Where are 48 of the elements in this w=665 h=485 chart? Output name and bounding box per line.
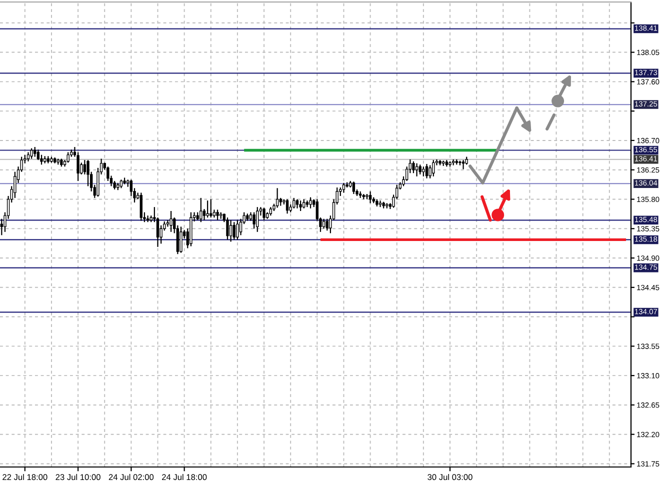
candlestick (432, 159, 435, 177)
candlestick (0, 218, 4, 236)
candlestick (352, 181, 356, 195)
candlestick (34, 146, 36, 158)
candlestick (36, 149, 40, 161)
x-tick-label: 22 Jul 18:00 (2, 474, 48, 480)
candlestick (236, 220, 239, 240)
x-tick-label: 24 Jul 18:00 (162, 474, 207, 480)
candlestick (302, 198, 306, 209)
candlestick (262, 207, 266, 221)
candlestick (309, 196, 312, 209)
candlestick (292, 197, 296, 209)
candlestick (30, 148, 33, 160)
candlestick (83, 159, 86, 175)
candlestick (226, 216, 229, 240)
candlestick (415, 162, 418, 177)
candlestick (206, 200, 209, 218)
candlestick (210, 198, 212, 218)
candlestick (425, 163, 428, 179)
candlestick (412, 160, 415, 174)
candlestick (256, 206, 259, 232)
candlestick (216, 209, 219, 221)
candlestick (326, 218, 328, 232)
candlestick (322, 218, 326, 230)
candlestick (26, 152, 30, 162)
candlestick (200, 197, 202, 223)
x-tick-label: 23 Jul 10:00 (56, 474, 100, 480)
candlestick (342, 182, 346, 194)
candlestick (140, 192, 142, 222)
candlestick (180, 226, 182, 254)
candlestick (368, 190, 372, 204)
candlestick (378, 200, 382, 208)
candlestick (252, 212, 256, 230)
candlestick (286, 198, 289, 214)
candlestick (422, 166, 425, 177)
candlestick (462, 159, 465, 170)
x-tick-label: 24 Jul 02:00 (108, 474, 154, 480)
candlestick (418, 164, 422, 175)
candlestick (166, 220, 170, 228)
candlestick (232, 222, 236, 240)
x-tick-label: 30 Jul 03:00 (428, 474, 472, 480)
candlestick (170, 210, 172, 232)
candlestick (276, 188, 279, 208)
candlestick (66, 152, 70, 164)
candlestick (146, 215, 150, 223)
candlestick (299, 200, 302, 212)
candlestick (229, 220, 232, 242)
candlestick (296, 198, 299, 209)
